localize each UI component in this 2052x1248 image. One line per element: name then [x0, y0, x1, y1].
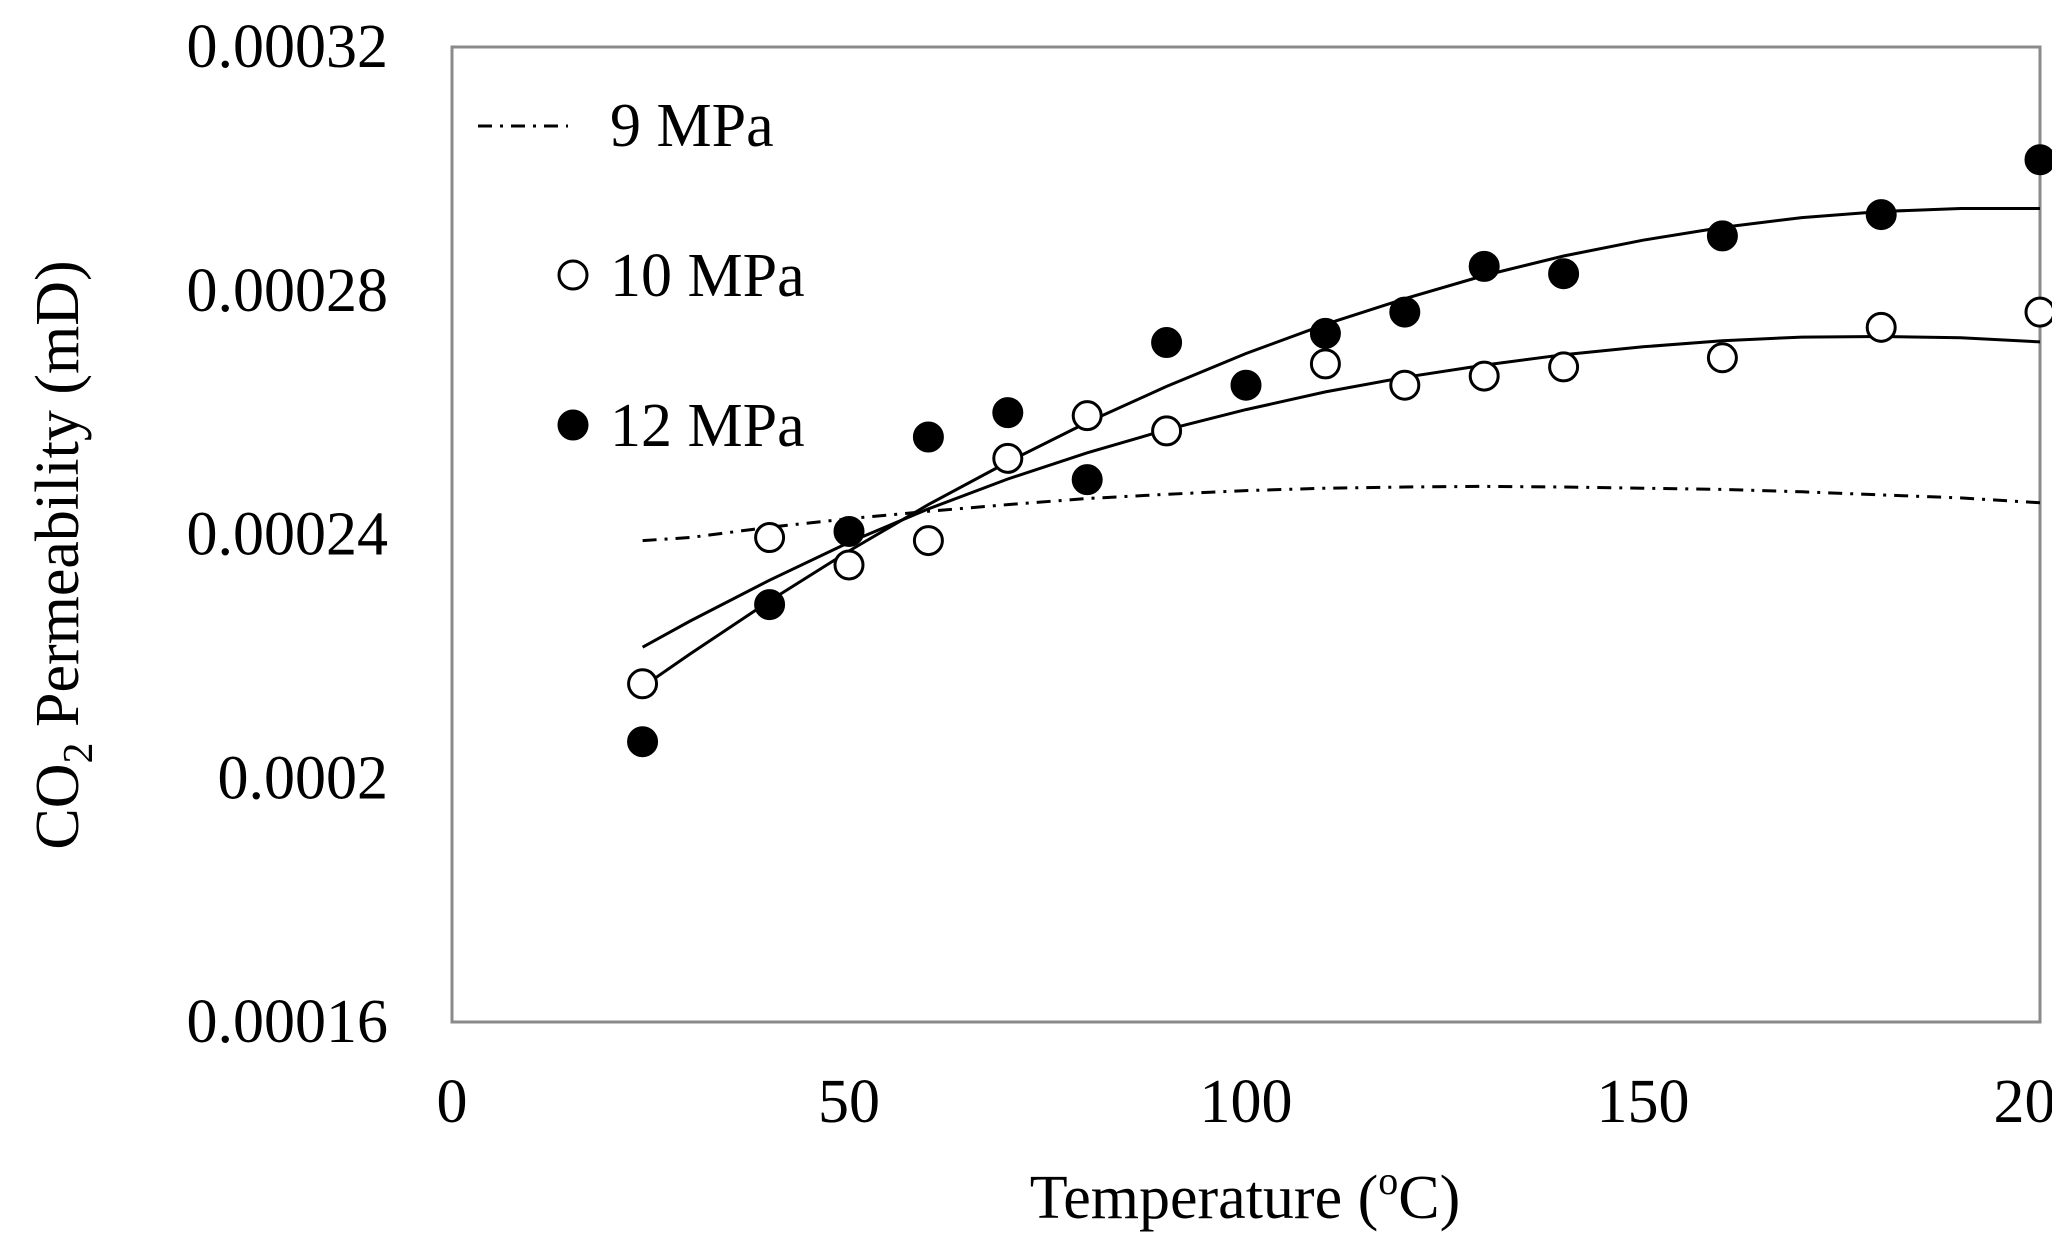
x-tick-label: 100: [1200, 1068, 1293, 1136]
y-tick-label: 0.00032: [187, 13, 389, 81]
data-point-12-mpa: [1309, 317, 1341, 349]
x-tick-label: 0: [437, 1068, 468, 1136]
y-tick-label: 0.0002: [218, 744, 389, 812]
x-axis-title: Temperature (oC): [1030, 1158, 1461, 1232]
legend-label-12-mpa: 12 MPa: [610, 392, 805, 460]
data-point-12-mpa: [1389, 296, 1421, 328]
legend-label-10-mpa: 10 MPa: [610, 242, 805, 310]
data-point-12-mpa: [833, 515, 865, 547]
data-point-10-mpa: [1468, 360, 1500, 392]
data-point-10-mpa: [1706, 342, 1738, 374]
data-point-12-mpa: [1468, 250, 1500, 282]
x-axis-title-pre: Temperature (: [1030, 1164, 1379, 1232]
x-tick-label: 50: [818, 1068, 880, 1136]
legend-symbol-10-mpa: [557, 259, 589, 291]
data-point-10-mpa: [912, 525, 944, 557]
data-point-10-mpa: [1865, 311, 1897, 343]
x-axis-title-post: C): [1398, 1164, 1460, 1232]
data-point-10-mpa: [1151, 415, 1183, 447]
data-point-10-mpa: [2024, 296, 2052, 328]
data-point-12-mpa: [1230, 369, 1262, 401]
x-axis-tick-labels: 0 50 100 150 200: [437, 1068, 2052, 1136]
legend-label-9-mpa: 9 MPa: [610, 92, 774, 160]
data-point-10-mpa: [627, 668, 659, 700]
legend-symbol-12-mpa: [557, 409, 589, 441]
y-axis-title-pre: CO: [24, 763, 92, 849]
x-tick-label: 200: [1994, 1068, 2052, 1136]
data-point-12-mpa: [2024, 144, 2052, 176]
data-point-12-mpa: [1151, 327, 1183, 359]
data-point-10-mpa: [1548, 351, 1580, 383]
data-point-12-mpa: [627, 726, 659, 758]
data-point-10-mpa: [833, 549, 865, 581]
data-point-10-mpa: [1389, 369, 1421, 401]
data-point-12-mpa: [992, 397, 1024, 429]
x-tick-label: 150: [1597, 1068, 1690, 1136]
legend: 9 MPa 10 MPa 12 MPa: [478, 92, 805, 460]
y-tick-label: 0.00028: [187, 257, 389, 325]
series-layer: [627, 144, 2052, 758]
data-point-12-mpa: [754, 589, 786, 621]
y-axis-title-sub: 2: [56, 742, 102, 763]
x-axis-title-sup: o: [1378, 1158, 1398, 1203]
data-point-10-mpa: [754, 522, 786, 554]
data-point-12-mpa: [1865, 199, 1897, 231]
data-point-12-mpa: [912, 421, 944, 453]
y-axis-title: CO2 Permeability (mD): [24, 260, 102, 849]
data-point-12-mpa: [1071, 464, 1103, 496]
data-point-12-mpa: [1706, 220, 1738, 252]
y-tick-label: 0.00024: [187, 501, 389, 569]
y-axis-tick-labels: 0.00016 0.0002 0.00024 0.00028 0.00032: [187, 13, 389, 1056]
data-point-12-mpa: [1548, 258, 1580, 290]
data-point-10-mpa: [1309, 348, 1341, 380]
data-point-10-mpa: [1071, 400, 1103, 432]
plot-area-frame: [450, 45, 2042, 1024]
y-axis-title-post: Permeability (mD): [24, 260, 92, 742]
data-point-10-mpa: [992, 442, 1024, 474]
y-tick-label: 0.00016: [187, 988, 389, 1056]
